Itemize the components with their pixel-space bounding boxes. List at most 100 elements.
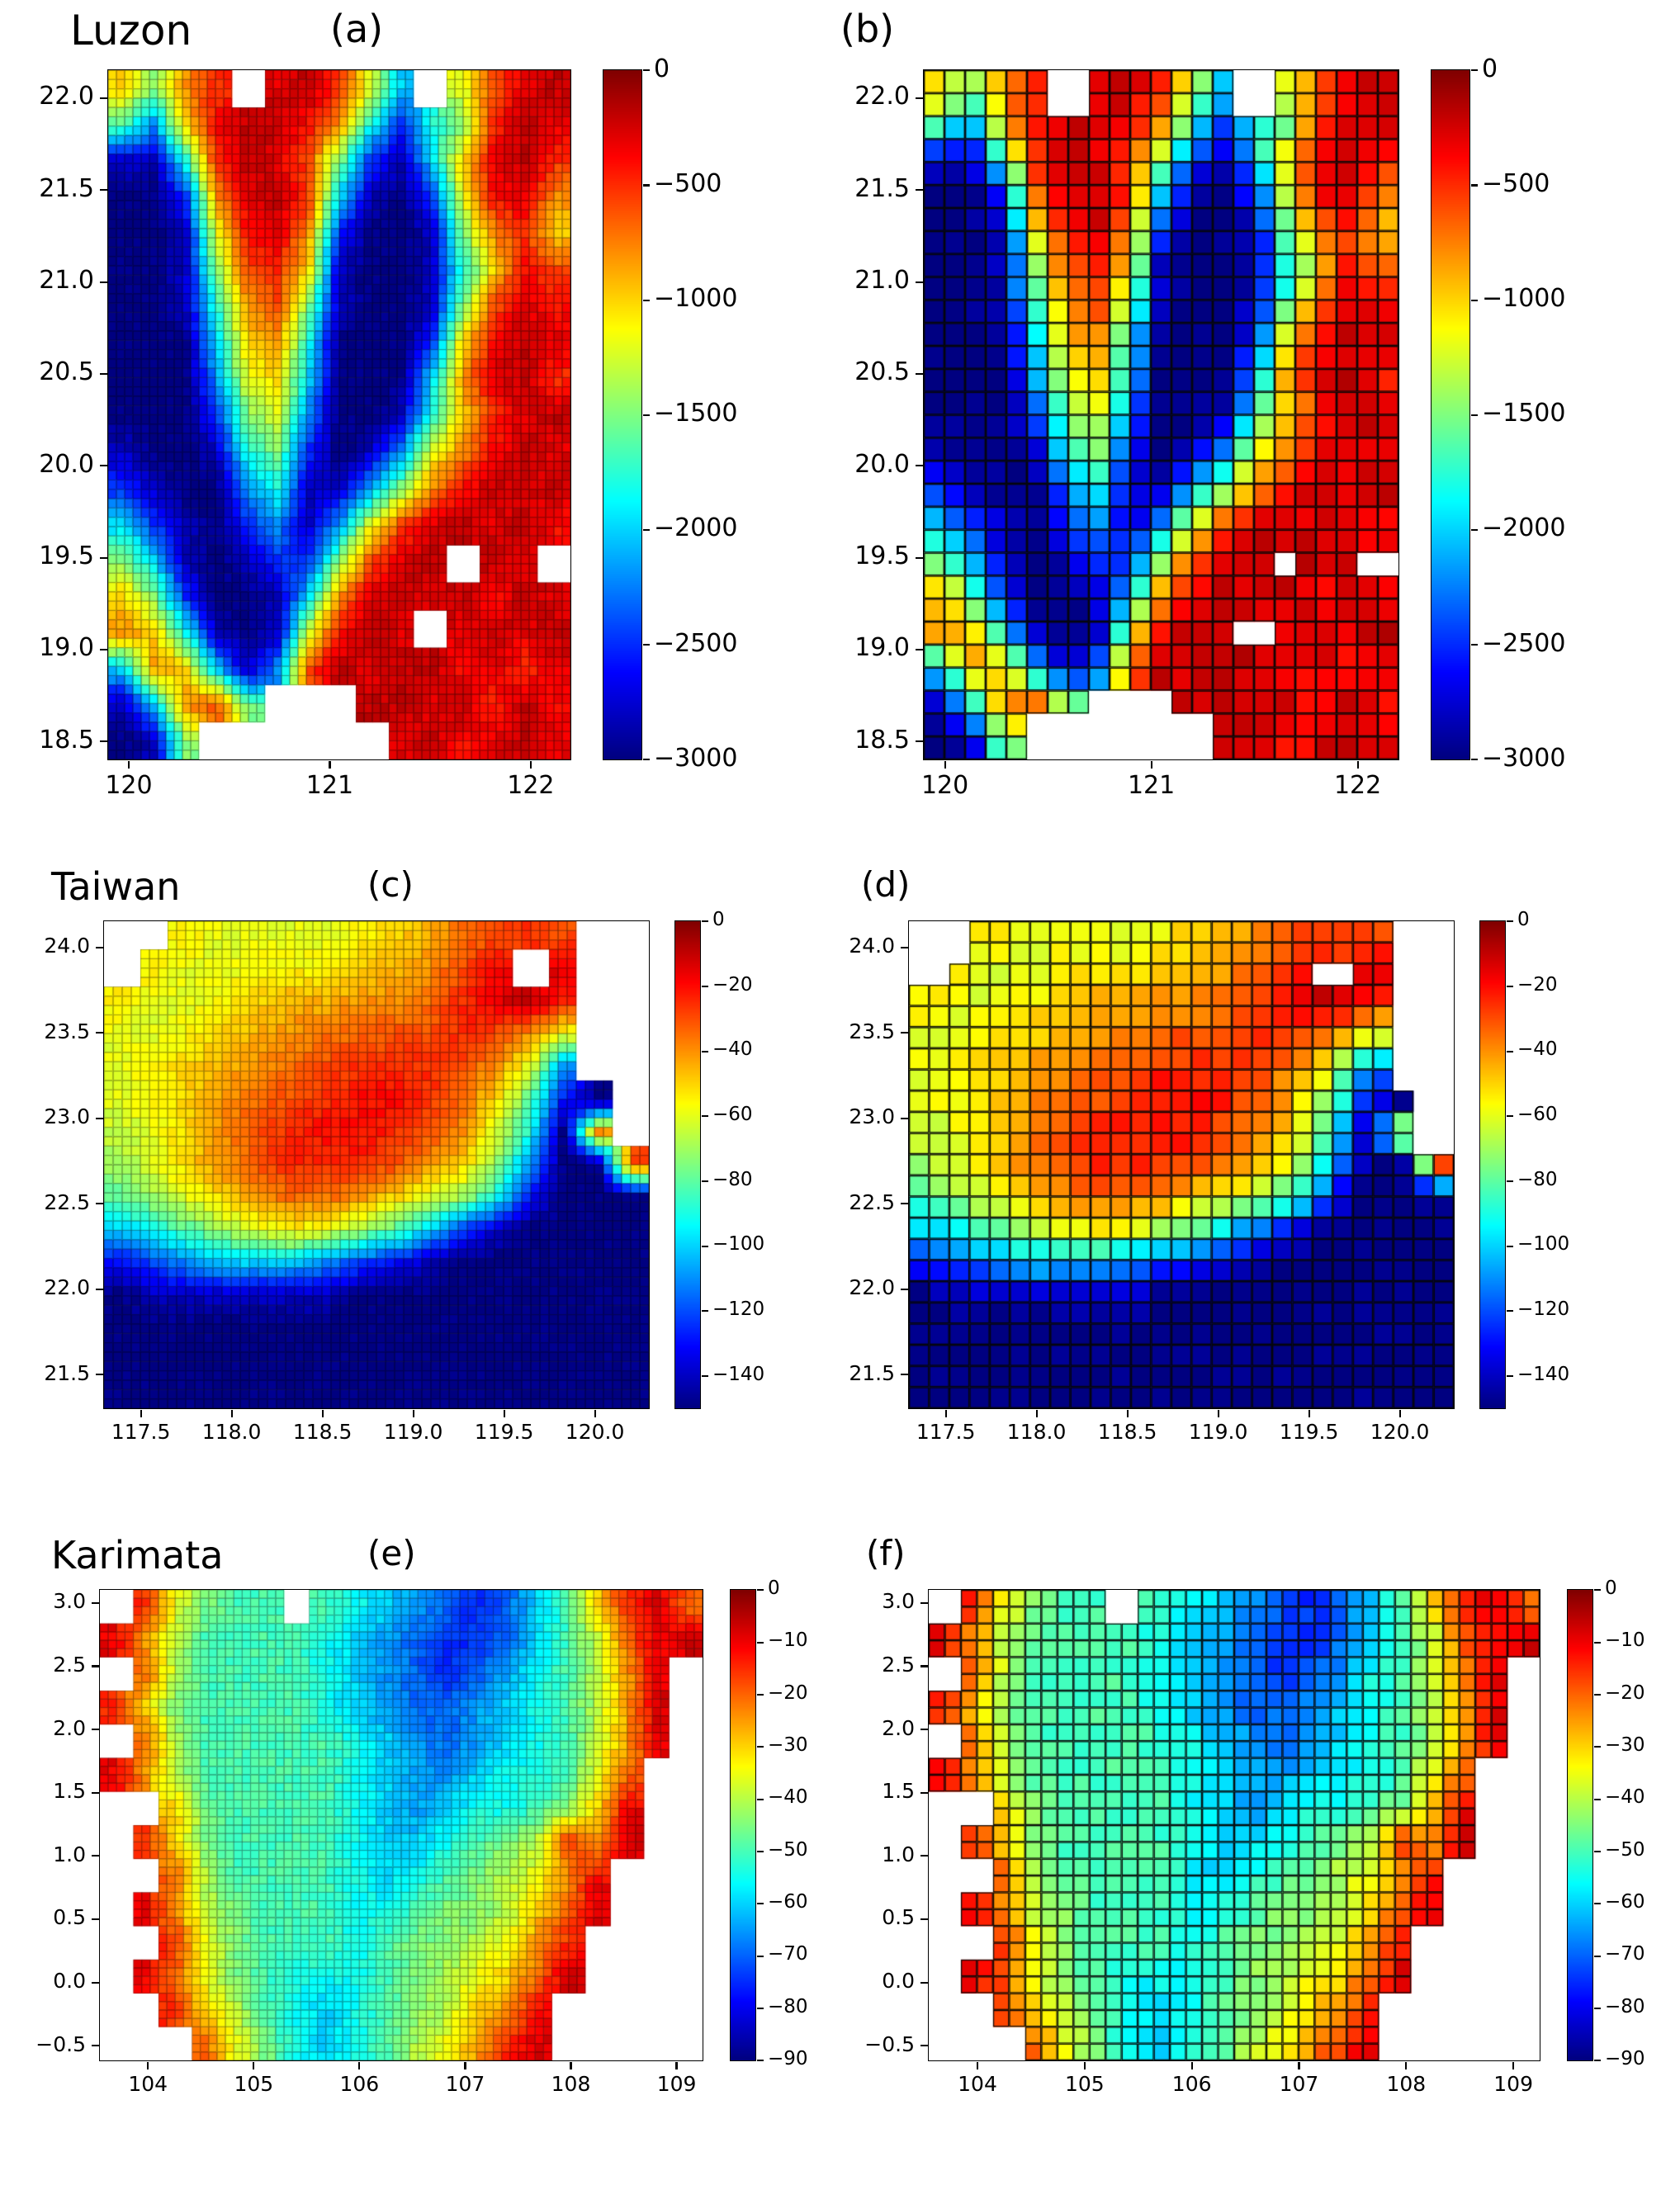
colorbar-tick-mark xyxy=(1470,299,1478,301)
y-tick-mark xyxy=(916,372,923,376)
x-tick-label: 118.0 xyxy=(1006,1420,1067,1444)
y-tick-label: 3.0 xyxy=(53,1589,86,1614)
panel-f-header: (f) xyxy=(854,1534,1674,1589)
colorbar-tick-label: −2000 xyxy=(654,513,738,543)
colorbar-tick-mark xyxy=(1593,1641,1601,1644)
colorbar-tick-mark xyxy=(1470,69,1478,72)
y-tick-mark xyxy=(920,1791,928,1794)
colorbar-tick-label: −90 xyxy=(768,2048,808,2070)
x-tick-label: 119.5 xyxy=(474,1420,534,1444)
y-tick-label: 21.5 xyxy=(44,1360,90,1385)
x-tick-label: 117.5 xyxy=(111,1420,171,1444)
y-tick-mark xyxy=(916,97,923,100)
x-tick-mark xyxy=(1035,1410,1038,1418)
colorbar-tick-mark xyxy=(756,1589,764,1592)
colorbar-tick-label: −60 xyxy=(1517,1104,1558,1126)
y-tick-label: 19.5 xyxy=(39,542,94,571)
y-tick-label: 1.0 xyxy=(882,1842,915,1866)
y-tick-label: 1.5 xyxy=(882,1779,915,1804)
x-tick-label: 106 xyxy=(1171,2072,1212,2096)
colorbar-luzon-fine: 0 −500 −1000 −1500 −2000 −2500 −3000 xyxy=(603,55,738,772)
x-tick-mark xyxy=(1150,761,1152,769)
x-tick-label: 118.5 xyxy=(1097,1420,1157,1444)
y-tick-label: 0.0 xyxy=(53,1969,86,1994)
panel-b-header: (b) xyxy=(840,8,1563,69)
colorbar-tick-label: −40 xyxy=(768,1786,808,1809)
panel-f-group: (f) 104 105 106 107 108 109 3.0 2.5 2.0 1.5 1.0 0.5… xyxy=(854,1534,1674,2095)
heatmap-canvas-karimata-fine xyxy=(99,1589,703,2061)
colorbar-tick-label: −2000 xyxy=(1482,513,1566,543)
colorbar-tick-label: −10 xyxy=(768,1629,808,1652)
y-tick-mark xyxy=(916,465,923,467)
x-tick-mark xyxy=(1190,2062,1193,2070)
y-tick-label: 21.5 xyxy=(849,1360,895,1385)
colorbar-tick-mark xyxy=(756,1746,764,1748)
colorbar-tick-label: −500 xyxy=(654,168,722,198)
colorbar-tick-mark xyxy=(756,1903,764,1905)
y-tick-mark xyxy=(916,189,923,192)
colorbar-tick-label: −90 xyxy=(1605,2048,1645,2070)
y-tick-mark xyxy=(920,1855,928,1857)
x-tick-mark xyxy=(1308,1410,1310,1418)
colorbar-tick-mark xyxy=(642,299,650,301)
y-tick-label: 24.0 xyxy=(849,934,895,958)
y-tick-mark xyxy=(920,1665,928,1667)
colorbar-tick-mark xyxy=(1593,1798,1601,1800)
panel-e-group: Karimata (e) 104 105 106 107 108 109 3.0 2.5 2.0… xyxy=(25,1534,837,2095)
panel-c-header: Taiwan (c) xyxy=(25,865,782,920)
colorbar-tick-label: −10 xyxy=(1605,1629,1645,1652)
y-tick-label: 0.5 xyxy=(53,1905,86,1930)
colorbar-tick-mark xyxy=(701,1050,708,1052)
x-tick-mark xyxy=(1298,2062,1300,2070)
x-tick-label: 119.0 xyxy=(1188,1420,1248,1444)
panel-e-body: 104 105 106 107 108 109 3.0 2.5 2.0 1.5 1.0 0.5 0.0 −… xyxy=(25,1577,837,2095)
y-tick-label: −0.5 xyxy=(864,2032,915,2056)
colorbar-tick-label: −1500 xyxy=(654,399,738,428)
colorbar-tick-mark xyxy=(756,2007,764,2010)
y-tick-label: 1.0 xyxy=(53,1842,86,1866)
x-tick-label: 120 xyxy=(105,771,153,800)
panel-a-group: Luzon (a) 120 121 122 22.0 21.5 21.0 20.5 20.0 1… xyxy=(25,8,738,800)
colorbar-tick-mark xyxy=(1593,2060,1601,2062)
x-tick-mark xyxy=(464,2062,466,2070)
panel-d-group: (d) 117.5 118.0 118.5 119.0 119.5 120.0 24.0 23… xyxy=(830,865,1587,1443)
x-tick-label: 104 xyxy=(958,2072,997,2096)
colorbar-tick-mark xyxy=(1593,1955,1601,1957)
colorbar-tick-mark xyxy=(1593,1850,1601,1853)
colorbar-canvas xyxy=(730,1589,756,2061)
y-tick-mark xyxy=(920,1729,928,1731)
bathymetry-figure: Luzon (a) 120 121 122 22.0 21.5 21.0 20.5 20.0 1… xyxy=(0,8,1680,2096)
colorbar-tick-mark xyxy=(1506,985,1513,988)
colorbar-tick-mark xyxy=(1470,759,1478,761)
y-tick-label: 2.5 xyxy=(53,1653,86,1677)
y-tick-label: 0.0 xyxy=(882,1969,915,1994)
colorbar-canvas xyxy=(603,69,642,760)
y-tick-label: 22.0 xyxy=(849,1275,895,1300)
colorbar-tick-mark xyxy=(1506,1374,1513,1378)
y-tick-label: 18.5 xyxy=(39,725,94,754)
colorbar-tick-label: −20 xyxy=(768,1682,808,1704)
x-tick-mark xyxy=(1398,1410,1401,1418)
heatmap-canvas-luzon-coarse xyxy=(923,69,1399,760)
plot-karimata-fine: 104 105 106 107 108 109 3.0 2.5 2.0 1.5 1.0 0.5 0.0 −… xyxy=(35,1589,703,2095)
x-tick-mark xyxy=(329,761,331,769)
colorbar-tick-label: −80 xyxy=(1517,1168,1558,1190)
y-tick-mark xyxy=(920,1981,928,1984)
colorbar-tick-label: −1000 xyxy=(654,284,738,314)
y-tick-mark xyxy=(916,648,923,651)
colorbar-tick-label: 0 xyxy=(768,1577,780,1600)
y-tick-label: 22.5 xyxy=(849,1190,895,1214)
y-tick-label: 23.5 xyxy=(849,1019,895,1043)
x-tick-label: 118.0 xyxy=(201,1420,262,1444)
y-tick-mark xyxy=(92,1601,99,1604)
x-tick-mark xyxy=(1512,2062,1515,2070)
y-tick-label: 21.0 xyxy=(854,266,910,296)
colorbar-tick-mark xyxy=(1506,920,1513,923)
colorbar-tick-mark xyxy=(642,69,650,72)
colorbar-tick-mark xyxy=(642,528,650,532)
colorbar-tick-mark xyxy=(701,1374,708,1378)
colorbar-karimata-fine: 0 −10 −20 −30 −40 −50 −60 −70 −80 −90 xyxy=(730,1577,837,2069)
panel-d-header: (d) xyxy=(830,865,1587,920)
colorbar-tick-mark xyxy=(1593,1746,1601,1748)
y-tick-label: −0.5 xyxy=(35,2032,86,2056)
